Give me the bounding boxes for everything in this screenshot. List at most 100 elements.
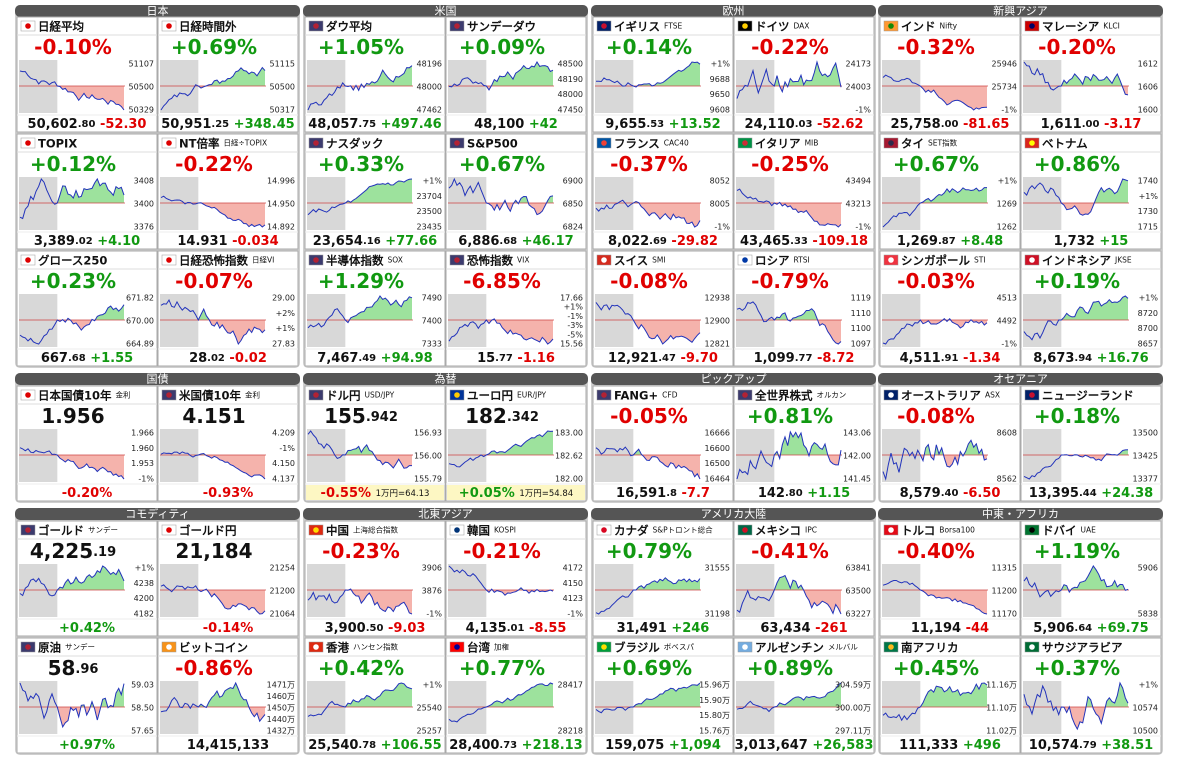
market-panel[interactable]: ドバイ UAE +1.19% 5906 5838 5,906.64 +69.75 bbox=[1020, 520, 1162, 637]
market-panel[interactable]: ドル円 USD/JPY 155.942 156.93 156.00 155.79 -0.5… bbox=[304, 385, 446, 502]
market-panel[interactable]: サウジアラビア +0.37% +1% 10574 10500 10,574.79 +38.… bbox=[1020, 637, 1162, 754]
market-panel[interactable]: ベトナム +0.86% 1740 +1% 1730 1715 1,732 +15 bbox=[1020, 133, 1162, 250]
market-panel[interactable]: インドネシア JKSE +0.19% +1% 8720 8700 8657 8,673.94… bbox=[1020, 250, 1162, 367]
market-panel[interactable]: ブラジル ボベスパ +0.69% 15.96万 15.90万 15.80万 15.76万 1… bbox=[592, 637, 734, 754]
market-panel[interactable]: フランス CAC40 -0.37% 8052 8005 -1% 8,022.69 -29.… bbox=[592, 133, 734, 250]
footer-values: 142.80 +1.15 bbox=[758, 486, 850, 501]
panel-name: ニュージーランド bbox=[1042, 388, 1134, 402]
price-decimal: .53 bbox=[646, 119, 664, 130]
price: 23,654 bbox=[313, 234, 363, 249]
name: 南アフリカ bbox=[901, 640, 959, 654]
market-panel[interactable]: ユーロ円 EUR/JPY 182.342 183.00 182.62 182.00 +0.… bbox=[445, 385, 587, 502]
axis-label: 1715 bbox=[1138, 223, 1158, 232]
price-line bbox=[882, 580, 988, 615]
headline-decimal: .19 bbox=[93, 545, 116, 560]
axis-label: 12821 bbox=[705, 340, 730, 349]
headline-decimal: .342 bbox=[507, 410, 539, 425]
market-panel[interactable]: 日経時間外 +0.69% 51115 50500 50317 50,951.25 +348… bbox=[157, 16, 299, 133]
market-panel[interactable]: スイス SMI -0.08% 12938 12900 12821 12,921.47 -9… bbox=[592, 250, 734, 367]
price-line bbox=[736, 682, 842, 713]
market-panel[interactable]: トルコ Borsa100 -0.40% 11315 11200 1117011,194 … bbox=[879, 520, 1021, 637]
axis-label: 8657 bbox=[1138, 340, 1158, 349]
market-panel[interactable]: ゴールド サンデー 4,225.19 +1% 4238 4200 4182 +0.42% bbox=[16, 520, 158, 637]
flag-emblem bbox=[601, 527, 607, 533]
price: 1,732 bbox=[1054, 234, 1095, 249]
market-panel[interactable]: イタリア MIB -0.25% 43494 43213 -1% 43,465.33 -10… bbox=[733, 133, 875, 250]
market-panel[interactable]: 恐怖指数 VIX -6.85% 17.66+1%-1%-3%-5%15.56 15.7… bbox=[445, 250, 587, 367]
axis-label: -1% bbox=[855, 223, 871, 232]
panel-name: 中国 上海総合指数 bbox=[326, 523, 399, 537]
price: 28 bbox=[189, 351, 207, 366]
market-panel[interactable]: ダウ平均 +1.05% 48196 48000 47462 48,057.75 +497.… bbox=[304, 16, 446, 133]
price-decimal: .77 bbox=[795, 353, 813, 364]
axis-label: 8005 bbox=[710, 200, 730, 209]
price: 3,900 bbox=[325, 621, 366, 636]
market-panel[interactable]: 台湾 加権 +0.77% 28417 28218 28,400.73 +218.13 bbox=[445, 637, 587, 754]
market-panel[interactable]: FANG+ CFD -0.05% 16666 16600 16500 16464 16,59… bbox=[592, 385, 734, 502]
market-panel[interactable]: TOPIX +0.12% 3408 3400 3376 3,389.02 +4.10 bbox=[16, 133, 158, 250]
flag-emblem bbox=[25, 392, 31, 398]
market-panel[interactable]: S&P500 +0.67% 6900 6850 6824 6,886.68 +46.17 bbox=[445, 133, 587, 250]
name: タイ bbox=[901, 136, 924, 150]
flag-emblem bbox=[454, 644, 460, 650]
axis-label: 43213 bbox=[846, 200, 871, 209]
market-panel[interactable]: ナスダック +0.33% +1% 23704 23500 23435 23,654.16 +… bbox=[304, 133, 446, 250]
change: +24.38 bbox=[1101, 486, 1153, 501]
price-line bbox=[19, 304, 125, 345]
market-panel[interactable]: 香港 ハンセン指数 +0.42% +1% 25540 25257 25,540.78 +1… bbox=[304, 637, 446, 754]
market-panel[interactable]: 日経平均 -0.10% 51107 50500 50329 50,602.80 -52.3… bbox=[16, 16, 158, 133]
flag-emblem bbox=[601, 23, 607, 29]
market-panel[interactable]: メキシコ IPC -0.41% 63841 63500 63227 63,434 -261 bbox=[733, 520, 875, 637]
market-panel[interactable]: オーストラリア ASX -0.08% 8608 8562 8,579.40 -6.50 bbox=[879, 385, 1021, 502]
market-panel[interactable]: 日本国債10年 金利 1.956 1.966 1.960 1.953 -1% -0.20% bbox=[16, 385, 158, 502]
headline-value: -0.25% bbox=[751, 152, 829, 176]
axis-label: 7333 bbox=[422, 340, 442, 349]
gain-area bbox=[57, 566, 124, 590]
market-panel[interactable]: ニュージーランド +0.18% 13500 13425 13377 13,395.44 +… bbox=[1020, 385, 1162, 502]
market-panel[interactable]: 全世界株式 オルカン +0.81% 143.06 142.00 141.45 142.80… bbox=[733, 385, 875, 502]
market-panel[interactable]: 半導体指数 SOX +1.29% 7490 7400 7333 7,467.49 +94.… bbox=[304, 250, 446, 367]
market-panel[interactable]: インド Nifty -0.32% 25946 25734 -1% 25,758.00 -8… bbox=[879, 16, 1021, 133]
axis-label: 297.11万 bbox=[835, 727, 871, 736]
market-panel[interactable]: カナダ S&Pトロント総合 +0.79% 31555 31198 31,491 +246 bbox=[592, 520, 734, 637]
market-panel[interactable]: ロシア RTSI -0.79% 1119 1110 1100 1097 1,099.77 -… bbox=[733, 250, 875, 367]
market-panel[interactable]: 原油 サンデー 58.96 59.03 58.50 57.65 +0.97% bbox=[16, 637, 158, 754]
axis-label: +1% bbox=[711, 60, 731, 69]
prior-session-shade bbox=[307, 564, 346, 617]
price-line bbox=[596, 61, 701, 88]
market-panel[interactable]: グロース250 +0.23% 671.82 670.00 664.89 667.68 +1… bbox=[16, 250, 158, 367]
name: 日経恐怖指数 bbox=[179, 253, 248, 267]
name-tag: STI bbox=[974, 256, 986, 265]
market-panel[interactable]: NT倍率 日経÷TOPIX -0.22% 14.996 14.950 14.892 14.… bbox=[157, 133, 299, 250]
name: イギリス bbox=[614, 19, 660, 33]
axis-label: -1% bbox=[855, 106, 871, 115]
market-panel[interactable]: イギリス FTSE +0.14% +1% 9688 9650 9608 9,655.53 +… bbox=[592, 16, 734, 133]
footer-values: 25,758.00 -81.65 bbox=[891, 117, 1010, 132]
market-panel[interactable]: ドイツ DAX -0.22% 24173 24003 -1% 24,110.03 -52.… bbox=[733, 16, 875, 133]
panel-name: TOPIX bbox=[38, 136, 77, 150]
group-title-bar bbox=[591, 508, 876, 520]
market-panel[interactable]: 南アフリカ +0.45% 11.16万 11.10万 11.02万 111,333 +49… bbox=[879, 637, 1021, 754]
market-panel[interactable]: アルゼンチン メルバル +0.89%304.59万 300.00万 297.11万 3,… bbox=[733, 637, 875, 754]
market-panel[interactable]: 日経恐怖指数 日経VI -0.07% 29.00 +2% +1% 27.83 28.02 -… bbox=[157, 250, 299, 367]
market-panel[interactable]: マレーシア KLCI -0.20% 1612 1606 1600 1,611.00 -3.… bbox=[1020, 16, 1162, 133]
footer-values: 1,732 +15 bbox=[1054, 234, 1129, 249]
flag-emblem bbox=[888, 23, 894, 29]
market-panel[interactable]: ゴールド円 21,184 21254 21200 21064 -0.14% bbox=[157, 520, 299, 637]
gain-area bbox=[633, 683, 700, 707]
axis-label: 11.02万 bbox=[986, 727, 1017, 736]
name: ダウ平均 bbox=[326, 19, 372, 33]
prior-session-shade bbox=[595, 294, 634, 347]
group-title-bar bbox=[303, 373, 588, 385]
axis-label: 23435 bbox=[417, 223, 442, 232]
market-panel[interactable]: ビットコイン -0.86% 1471万 1460万 1450万 1440万 1432万 14,… bbox=[157, 637, 299, 754]
prior-session-shade bbox=[595, 681, 634, 734]
market-panel[interactable]: タイ SET指数 +0.67% +1% 1269 1262 1,269.87 +8.48 bbox=[879, 133, 1021, 250]
price-line bbox=[595, 446, 701, 480]
headline-value: -0.37% bbox=[610, 152, 688, 176]
